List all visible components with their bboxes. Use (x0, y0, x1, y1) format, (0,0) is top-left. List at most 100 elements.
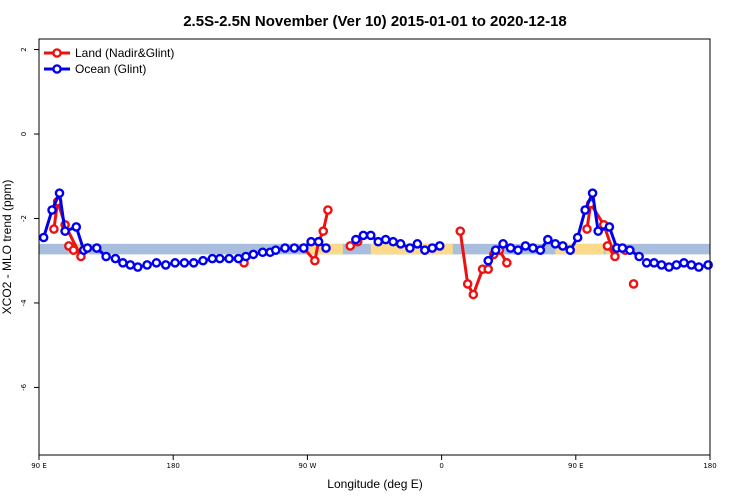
data-point-land (68, 245, 79, 255)
data-point-ocean (306, 236, 316, 247)
x-axis-label: Longitude (deg E) (327, 477, 422, 491)
y-axis: 2 0 -2 -4 -6 (20, 47, 39, 391)
x-tick-label: 90 E (568, 462, 584, 470)
y-axis-label: XCO2 - MLO trend (ppm) (0, 180, 14, 315)
data-point-ocean (565, 245, 576, 255)
data-point-ocean (686, 260, 697, 270)
data-point-ocean (101, 251, 111, 262)
x-tick-label: 90 W (298, 462, 316, 470)
data-point-ocean (528, 243, 538, 253)
data-point-ocean (118, 258, 128, 268)
data-point-ocean (380, 234, 391, 245)
data-point-ocean (289, 243, 300, 253)
data-point-land (582, 224, 592, 234)
data-point-ocean (82, 243, 93, 253)
land-band-segment (579, 243, 604, 255)
data-point-ocean (358, 230, 369, 241)
data-point-ocean (224, 253, 234, 264)
data-point-ocean (351, 234, 361, 245)
data-point-ocean (572, 232, 583, 243)
data-point-ocean (142, 260, 152, 270)
data-point-ocean (513, 245, 523, 255)
data-point-ocean (649, 258, 659, 268)
data-point-land (610, 251, 620, 262)
data-point-ocean (420, 245, 430, 255)
data-point-land (462, 279, 473, 289)
data-point-ocean (405, 243, 415, 253)
data-point-ocean (54, 188, 65, 198)
data-point-ocean (60, 226, 70, 236)
data-point-ocean (188, 258, 199, 268)
data-point-ocean (257, 247, 268, 258)
x-tick-label: 180 (703, 462, 716, 470)
series-ocean (38, 188, 713, 272)
data-point-ocean (498, 239, 508, 249)
data-point-ocean (373, 236, 384, 247)
data-point-ocean (151, 258, 162, 268)
data-point-land (455, 226, 466, 236)
data-point-ocean (535, 245, 546, 255)
data-point-ocean (557, 241, 568, 251)
data-point-land (318, 226, 329, 236)
data-point-ocean (233, 253, 244, 264)
data-point-ocean (641, 258, 652, 268)
data-point-ocean (365, 230, 376, 241)
data-point-ocean (604, 222, 615, 232)
data-point-ocean (671, 260, 682, 270)
data-point-ocean (207, 253, 218, 264)
data-point-ocean (664, 262, 674, 272)
data-point-land (49, 224, 59, 234)
legend-swatch-marker (52, 64, 62, 74)
data-point-land (310, 255, 320, 266)
data-point-ocean (412, 239, 423, 249)
data-point-ocean (179, 258, 190, 268)
data-point-ocean (298, 243, 309, 253)
data-point-ocean (214, 253, 225, 264)
data-point-land (628, 279, 639, 289)
data-point-ocean (388, 236, 398, 247)
data-point-ocean (505, 243, 516, 253)
data-point-ocean (280, 243, 290, 253)
data-point-ocean (483, 255, 493, 266)
y-tick-label: -2 (20, 215, 28, 222)
y-tick-label: 0 (20, 132, 28, 136)
data-point-ocean (395, 239, 406, 249)
y-tick-label: -4 (20, 299, 28, 307)
data-point-ocean (703, 260, 713, 270)
legend-item-ocean: Ocean (Glint) (44, 62, 146, 76)
data-point-ocean (656, 260, 667, 270)
data-point-ocean (490, 245, 501, 255)
data-point-ocean (587, 188, 598, 198)
x-tick-label: 180 (167, 462, 180, 470)
data-point-land (323, 205, 333, 215)
legend-label: Land (Nadir&Glint) (75, 46, 174, 60)
legend: Land (Nadir&Glint) Ocean (Glint) (44, 46, 174, 76)
x-axis: 90 E 180 90 W 0 90 E 180 (31, 455, 717, 470)
legend-item-land: Land (Nadir&Glint) (44, 46, 174, 60)
data-point-ocean (679, 258, 689, 268)
y-tick-label: 2 (20, 47, 28, 51)
data-point-ocean (580, 205, 590, 215)
x-tick-label: 0 (439, 462, 443, 470)
legend-swatch-marker (52, 48, 62, 58)
data-point-ocean (125, 260, 136, 270)
data-point-land (468, 289, 479, 300)
data-point-land (502, 258, 512, 268)
data-point-ocean (170, 258, 180, 268)
data-point-ocean (434, 241, 445, 251)
legend-label: Ocean (Glint) (75, 62, 146, 76)
series-layer (38, 188, 713, 300)
data-point-land (345, 241, 356, 251)
data-point-ocean (520, 241, 531, 251)
data-point-ocean (617, 243, 628, 253)
data-point-land (602, 241, 613, 251)
data-point-ocean (38, 232, 49, 243)
data-point-ocean (248, 249, 259, 260)
data-point-ocean (91, 243, 102, 253)
chart-title: 2.5S-2.5N November (Ver 10) 2015-01-01 t… (183, 13, 567, 30)
data-point-ocean (47, 205, 57, 215)
x-tick-label: 90 E (31, 462, 47, 470)
data-point-ocean (427, 243, 438, 253)
data-point-ocean (71, 222, 82, 232)
